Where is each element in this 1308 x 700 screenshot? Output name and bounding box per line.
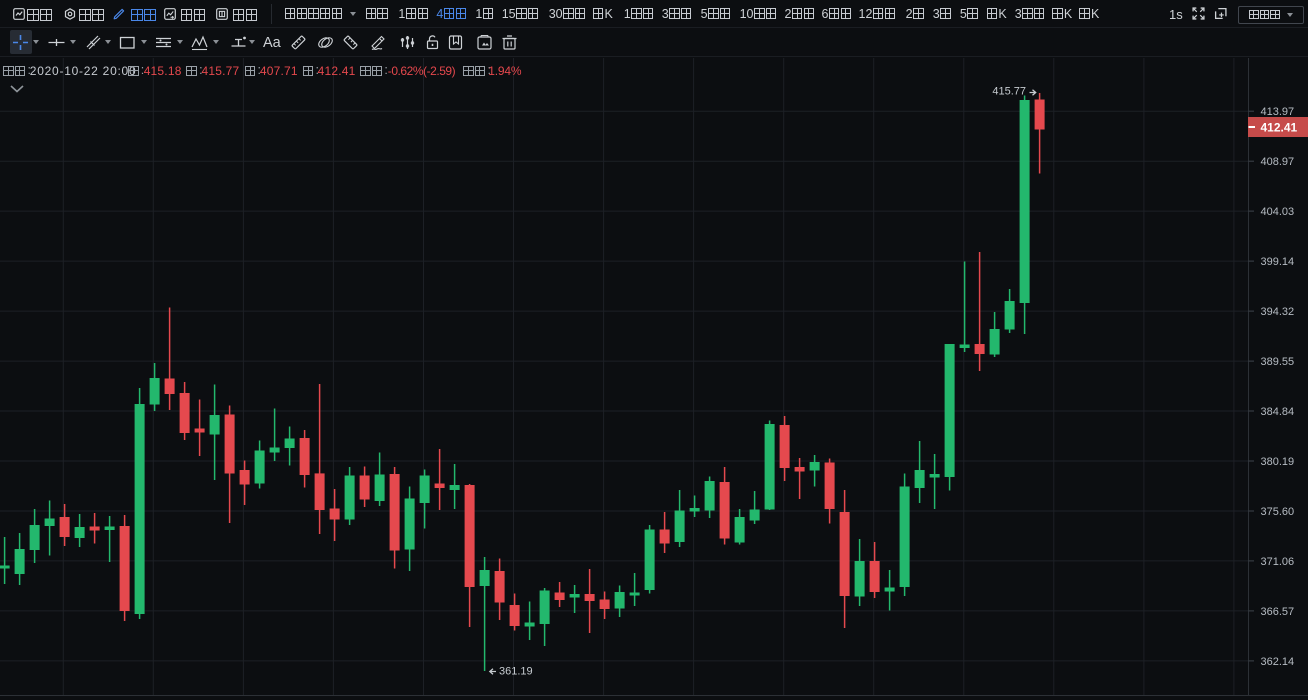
- svg-text:380.19: 380.19: [1261, 456, 1295, 468]
- svg-text:361.19: 361.19: [499, 666, 533, 678]
- svg-text:412.41: 412.41: [1261, 120, 1298, 134]
- svg-text:371.06: 371.06: [1261, 556, 1295, 568]
- svg-text:394.32: 394.32: [1261, 306, 1295, 318]
- svg-text:375.60: 375.60: [1261, 506, 1295, 518]
- svg-text:362.14: 362.14: [1261, 656, 1295, 668]
- svg-text:384.84: 384.84: [1261, 406, 1295, 418]
- svg-text:389.55: 389.55: [1261, 356, 1295, 368]
- svg-text:413.97: 413.97: [1261, 106, 1295, 118]
- svg-text:408.97: 408.97: [1261, 156, 1295, 168]
- svg-text:415.77: 415.77: [992, 85, 1026, 97]
- svg-text:404.03: 404.03: [1261, 206, 1295, 218]
- svg-text:399.14: 399.14: [1261, 256, 1295, 268]
- svg-text:366.57: 366.57: [1261, 606, 1295, 618]
